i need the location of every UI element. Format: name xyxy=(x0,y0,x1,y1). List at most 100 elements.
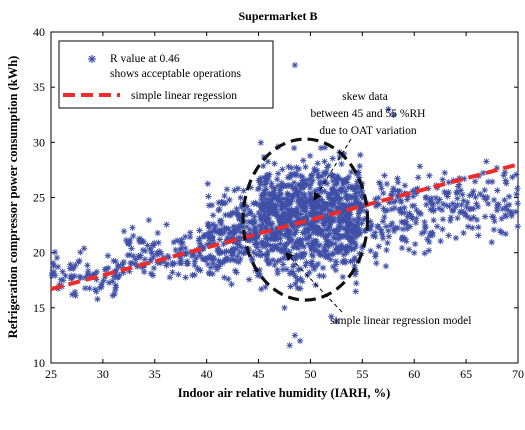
scatter-point xyxy=(285,214,293,222)
scatter-point xyxy=(62,272,69,280)
legend-asterisk-icon xyxy=(88,55,96,63)
scatter-point xyxy=(454,183,462,190)
scatter-point xyxy=(299,206,307,214)
scatter-point xyxy=(304,240,312,247)
scatter-point xyxy=(412,219,420,227)
scatter-point xyxy=(308,246,315,254)
scatter-point xyxy=(172,246,179,254)
scatter-point xyxy=(197,267,204,274)
scatter-point xyxy=(296,221,303,229)
scatter-point xyxy=(270,211,278,218)
scatter-point xyxy=(205,220,212,228)
scatter-point xyxy=(385,106,392,113)
scatter-point xyxy=(67,261,74,268)
scatter-point xyxy=(209,228,216,235)
scatter-point xyxy=(430,217,437,224)
scatter-point xyxy=(219,199,226,206)
scatter-point xyxy=(307,212,315,219)
scatter-point xyxy=(179,239,186,247)
scatter-point xyxy=(353,280,360,287)
scatter-point xyxy=(269,256,277,264)
scatter-point xyxy=(297,236,305,243)
scatter-point xyxy=(455,181,463,188)
x-tick-label: 65 xyxy=(460,367,472,381)
scatter-point xyxy=(388,191,396,198)
scatter-point xyxy=(311,188,318,196)
scatter-point xyxy=(220,241,227,248)
scatter-point xyxy=(267,202,275,210)
scatter-point xyxy=(317,144,325,152)
scatter-point xyxy=(203,241,211,248)
scatter-point xyxy=(248,218,255,225)
scatter-point xyxy=(349,257,356,265)
scatter-point xyxy=(277,217,284,224)
scatter-point xyxy=(290,144,298,152)
scatter-point xyxy=(360,216,368,223)
scatter-point xyxy=(234,227,241,234)
y-tick-label: 30 xyxy=(33,135,45,149)
scatter-point xyxy=(264,236,271,243)
scatter-point xyxy=(237,255,244,263)
scatter-point xyxy=(336,219,344,227)
scatter-point xyxy=(377,180,384,188)
scatter-point xyxy=(313,228,320,236)
scatter-point xyxy=(253,251,260,258)
annotation-model-text: simple linear regression model xyxy=(330,315,471,327)
scatter-point xyxy=(381,213,388,221)
scatter-point xyxy=(343,179,351,186)
scatter-point xyxy=(322,241,329,248)
scatter-point xyxy=(219,259,226,267)
scatter-point xyxy=(353,193,360,201)
scatter-point xyxy=(346,215,353,223)
scatter-point xyxy=(358,220,365,227)
scatter-point xyxy=(234,241,241,248)
scatter-point xyxy=(130,252,137,260)
scatter-point xyxy=(271,261,278,269)
scatter-point xyxy=(77,249,84,256)
scatter-point xyxy=(289,185,297,192)
scatter-point xyxy=(401,209,408,216)
scatter-point xyxy=(218,217,225,224)
scatter-point xyxy=(330,234,337,241)
scatter-point xyxy=(325,194,332,202)
scatter-point xyxy=(145,216,153,224)
scatter-point xyxy=(289,224,297,232)
scatter-point xyxy=(303,197,310,204)
scatter-point xyxy=(196,227,203,234)
scatter-point xyxy=(474,203,482,211)
scatter-point xyxy=(446,203,453,210)
scatter-point xyxy=(216,236,224,243)
scatter-point xyxy=(344,247,351,255)
scatter-point xyxy=(140,268,148,276)
scatter-point xyxy=(321,244,328,252)
scatter-point xyxy=(136,238,144,246)
scatter-point xyxy=(261,190,268,198)
scatter-point xyxy=(304,226,311,234)
scatter-point xyxy=(355,184,362,191)
scatter-point xyxy=(177,260,185,267)
scatter-point xyxy=(236,237,243,244)
scatter-point xyxy=(242,212,250,219)
scatter-point xyxy=(274,170,282,177)
scatter-point xyxy=(499,205,506,213)
scatter-point xyxy=(401,182,409,189)
scatter-point xyxy=(454,201,461,209)
scatter-point xyxy=(238,200,246,208)
scatter-point xyxy=(271,185,278,192)
scatter-point xyxy=(295,266,302,274)
scatter-point xyxy=(207,264,214,271)
annotation-skew-line1: skew data xyxy=(342,91,388,103)
scatter-point xyxy=(494,201,501,209)
scatter-point xyxy=(344,196,351,203)
scatter-point xyxy=(421,250,428,257)
scatter-point xyxy=(308,258,316,265)
scatter-point xyxy=(310,237,317,245)
scatter-point xyxy=(235,224,242,232)
scatter-point xyxy=(426,172,433,179)
scatter-point xyxy=(484,200,492,208)
scatter-point xyxy=(413,215,420,222)
scatter-point xyxy=(254,232,261,240)
scatter-point xyxy=(290,179,298,186)
scatter-point xyxy=(93,268,101,276)
y-axis-label: Refrigeration compressor power consumpti… xyxy=(6,56,20,339)
